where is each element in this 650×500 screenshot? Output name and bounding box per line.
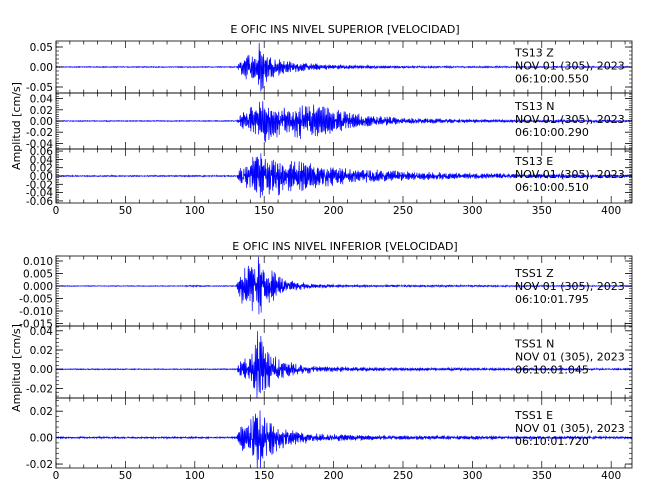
x-tick-label: 200 bbox=[324, 205, 344, 217]
time-label: 06:10:01.795 bbox=[515, 293, 589, 306]
station-component-label: TS13 E bbox=[514, 155, 553, 168]
y-tick-label: 0.00 bbox=[30, 171, 53, 183]
lower-title: E OFIC INS NIVEL INFERIOR [VELOCIDAD] bbox=[232, 240, 457, 253]
station-component-label: TSS1 E bbox=[514, 409, 553, 422]
waveform-trace bbox=[55, 42, 633, 92]
x-tick-label: 150 bbox=[254, 470, 274, 482]
date-label: NOV 01 (305), 2023 bbox=[515, 351, 625, 364]
date-label: NOV 01 (305), 2023 bbox=[515, 60, 625, 73]
x-tick-label: 400 bbox=[601, 470, 621, 482]
x-tick-label: 250 bbox=[393, 205, 413, 217]
time-label: 06:10:00.290 bbox=[515, 126, 589, 139]
x-tick-label: 200 bbox=[324, 470, 344, 482]
waveform-trace bbox=[55, 256, 633, 315]
y-tick-label: 0.010 bbox=[23, 256, 53, 268]
date-label: NOV 01 (305), 2023 bbox=[515, 422, 625, 435]
panel-frame bbox=[55, 397, 633, 469]
x-tick-label: 100 bbox=[185, 470, 205, 482]
y-tick-label: 0.000 bbox=[23, 281, 53, 293]
y-tick-label: -0.02 bbox=[26, 179, 53, 191]
date-label: NOV 01 (305), 2023 bbox=[515, 280, 625, 293]
y-tick-label: 0.02 bbox=[30, 406, 53, 418]
waveform-trace bbox=[55, 410, 633, 469]
trace-panel-ts13-e: -0.06-0.04-0.020.000.020.040.06 0 50 100 150… bbox=[26, 146, 633, 217]
lower-ylabel: Amplitud [cm/s] bbox=[10, 324, 23, 412]
x-tick-label: 0 bbox=[53, 205, 60, 217]
y-tick-label: 0.02 bbox=[30, 163, 53, 175]
y-tick-label: 0.005 bbox=[23, 269, 53, 281]
x-tick-label: 150 bbox=[254, 205, 274, 217]
x-tick-label: 400 bbox=[601, 205, 621, 217]
y-tick-label: -0.010 bbox=[19, 306, 53, 318]
waveform-trace bbox=[55, 331, 633, 399]
y-tick-label: 0.00 bbox=[30, 364, 53, 376]
upper-section: E OFIC INS NIVEL SUPERIOR [VELOCIDAD] Am… bbox=[10, 23, 633, 217]
x-tick-label: 50 bbox=[119, 205, 132, 217]
station-component-label: TS13 Z bbox=[514, 47, 554, 60]
x-tick-label: 250 bbox=[393, 470, 413, 482]
trace-panel-tss1-e: -0.02 0.00 0.02 0 50 100 150 200 250 300 350 400 TSS… bbox=[26, 397, 633, 482]
upper-title: E OFIC INS NIVEL SUPERIOR [VELOCIDAD] bbox=[230, 23, 459, 36]
x-tick-label: 50 bbox=[119, 470, 132, 482]
y-tick-label: -0.005 bbox=[19, 294, 53, 306]
time-label: 06:10:00.550 bbox=[515, 73, 589, 86]
waveform-trace bbox=[55, 101, 633, 143]
time-label: 06:10:01.720 bbox=[515, 435, 589, 448]
time-label: 06:10:01.045 bbox=[515, 364, 589, 377]
time-label: 06:10:00.510 bbox=[515, 181, 589, 194]
lower-section: E OFIC INS NIVEL INFERIOR [VELOCIDAD] Am… bbox=[10, 240, 633, 482]
y-tick-label: -0.04 bbox=[26, 188, 53, 200]
y-tick-label: 0.06 bbox=[30, 146, 54, 158]
date-label: NOV 01 (305), 2023 bbox=[515, 113, 625, 126]
y-tick-label: 0.00 bbox=[30, 116, 53, 128]
waveform-trace bbox=[55, 153, 633, 198]
upper-ylabel: Amplitud [cm/s] bbox=[10, 82, 23, 170]
y-tick-label: 0.00 bbox=[30, 62, 53, 74]
y-tick-label: -0.02 bbox=[26, 383, 53, 395]
y-tick-label: -0.015 bbox=[19, 319, 53, 331]
x-tick-label: 0 bbox=[53, 470, 60, 482]
y-tick-label: -0.04 bbox=[26, 138, 53, 150]
x-tick-label: 350 bbox=[532, 470, 552, 482]
x-tick-label: 300 bbox=[462, 470, 482, 482]
y-tick-label: -0.02 bbox=[26, 459, 53, 471]
date-label: NOV 01 (305), 2023 bbox=[515, 168, 625, 181]
station-component-label: TS13 N bbox=[514, 100, 554, 113]
x-tick-label: 350 bbox=[532, 205, 552, 217]
y-tick-label: 0.02 bbox=[30, 345, 53, 357]
station-component-label: TSS1 N bbox=[514, 338, 554, 351]
y-tick-label: 0.04 bbox=[30, 154, 54, 166]
y-tick-label: 0.02 bbox=[30, 105, 53, 117]
y-tick-label: -0.06 bbox=[26, 196, 53, 208]
x-tick-label: 300 bbox=[462, 205, 482, 217]
y-tick-label: 0.04 bbox=[30, 326, 54, 338]
y-tick-label: 0.00 bbox=[30, 433, 53, 445]
y-tick-label: 0.04 bbox=[30, 94, 54, 106]
x-tick-label: 100 bbox=[185, 205, 205, 217]
y-tick-label: -0.05 bbox=[26, 82, 53, 94]
station-component-label: TSS1 Z bbox=[514, 267, 554, 280]
y-tick-label: -0.02 bbox=[26, 127, 53, 139]
y-tick-label: 0.05 bbox=[30, 42, 53, 54]
